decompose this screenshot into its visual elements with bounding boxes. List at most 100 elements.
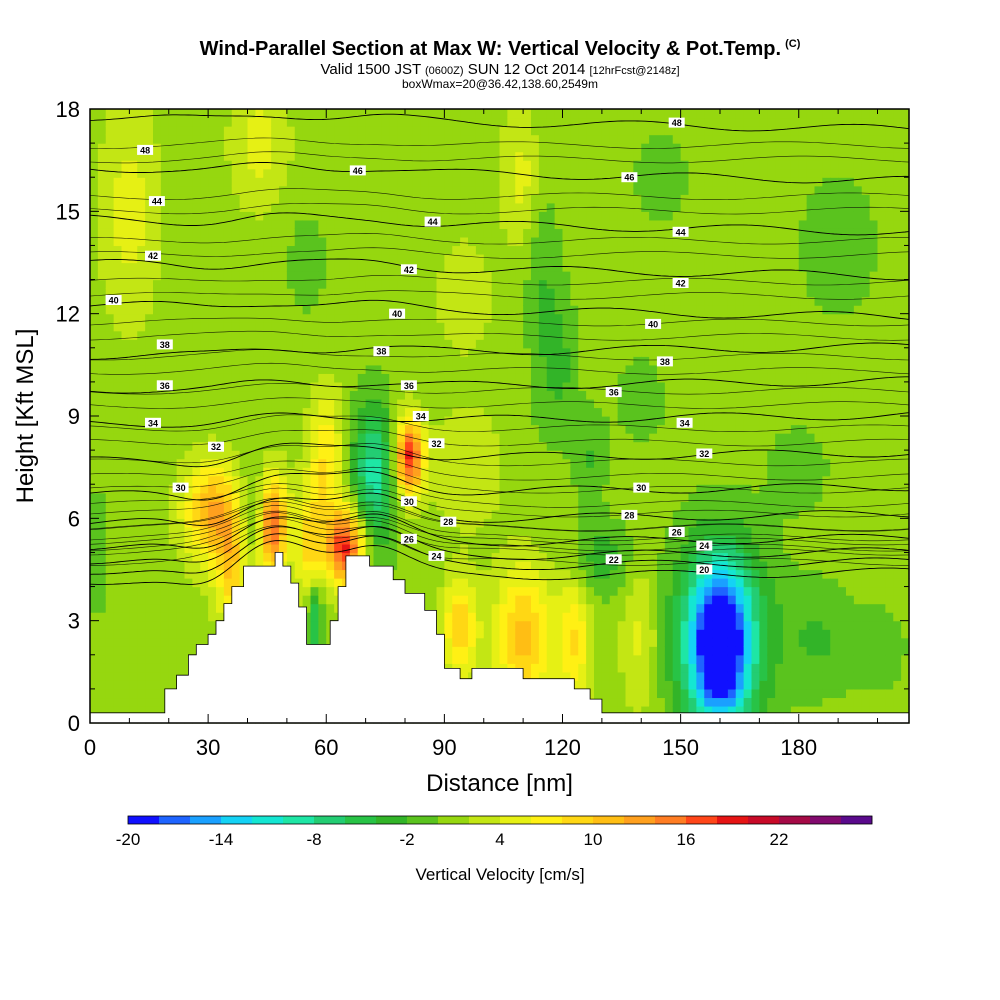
velocity-cell <box>357 305 367 315</box>
velocity-cell <box>389 245 398 255</box>
velocity-cell <box>153 219 162 229</box>
velocity-cell <box>570 629 579 639</box>
velocity-cell <box>223 262 233 272</box>
velocity-cell <box>499 296 508 306</box>
velocity-cell <box>483 586 493 596</box>
velocity-cell <box>247 262 256 272</box>
velocity-cell <box>491 381 501 392</box>
velocity-cell <box>294 160 304 170</box>
velocity-cell <box>239 373 249 383</box>
velocity-cell <box>460 305 469 315</box>
velocity-cell <box>562 578 571 588</box>
velocity-cell <box>129 185 138 195</box>
velocity-cell <box>231 219 241 229</box>
velocity-cell <box>507 373 516 383</box>
velocity-cell <box>428 271 438 281</box>
velocity-cell <box>153 663 162 673</box>
velocity-cell <box>397 441 406 451</box>
velocity-cell <box>381 356 390 366</box>
velocity-cell <box>302 492 312 502</box>
velocity-cell <box>137 535 146 545</box>
velocity-cell <box>255 305 264 315</box>
velocity-cell <box>625 629 634 639</box>
velocity-cell <box>420 458 430 468</box>
velocity-cell <box>594 245 603 255</box>
velocity-cell <box>223 194 233 204</box>
velocity-cell <box>97 416 107 426</box>
velocity-cell <box>271 390 280 400</box>
velocity-cell <box>601 126 611 136</box>
velocity-cell <box>554 364 564 374</box>
velocity-cell <box>491 441 501 451</box>
velocity-cell <box>491 228 501 238</box>
velocity-cell <box>594 151 603 161</box>
velocity-cell <box>192 134 201 144</box>
velocity-cell <box>176 126 186 136</box>
velocity-cell <box>168 620 178 630</box>
velocity-cell <box>279 143 288 153</box>
velocity-cell <box>570 569 579 579</box>
velocity-cell <box>475 407 485 417</box>
velocity-cell <box>121 296 130 306</box>
velocity-cell <box>578 501 587 511</box>
velocity-cell <box>499 629 508 639</box>
velocity-cell <box>475 202 485 212</box>
velocity-cell <box>420 194 430 204</box>
velocity-cell <box>129 271 138 281</box>
velocity-cell <box>97 373 107 383</box>
velocity-cell <box>200 347 209 357</box>
velocity-cell <box>286 560 296 571</box>
velocity-cell <box>113 595 123 605</box>
velocity-cell <box>554 185 564 195</box>
velocity-cell <box>105 552 115 562</box>
velocity-cell <box>625 526 634 536</box>
velocity-cell <box>192 151 201 161</box>
velocity-cell <box>601 492 611 502</box>
velocity-cell <box>578 552 587 562</box>
velocity-cell <box>483 578 493 588</box>
velocity-cell <box>617 535 627 545</box>
velocity-cell <box>483 151 493 161</box>
velocity-cell <box>326 390 335 400</box>
velocity-cell <box>121 398 130 409</box>
velocity-cell <box>468 134 477 144</box>
velocity-cell <box>121 143 130 153</box>
velocity-cell <box>121 663 130 673</box>
velocity-cell <box>617 705 627 716</box>
velocity-cell <box>105 390 115 400</box>
velocity-cell <box>97 160 107 170</box>
velocity-cell <box>357 236 367 247</box>
velocity-cell <box>137 569 146 579</box>
velocity-cell <box>97 603 107 613</box>
velocity-cell <box>546 424 556 434</box>
velocity-cell <box>223 560 233 571</box>
velocity-cell <box>113 501 123 511</box>
velocity-cell <box>420 373 430 383</box>
velocity-cell <box>223 364 233 374</box>
velocity-cell <box>208 236 217 247</box>
velocity-cell <box>531 347 540 357</box>
velocity-cell <box>594 492 603 502</box>
velocity-cell <box>310 202 319 212</box>
velocity-cell <box>546 322 556 332</box>
velocity-cell <box>160 484 170 494</box>
velocity-cell <box>625 398 634 409</box>
velocity-cell <box>90 654 99 664</box>
velocity-cell <box>113 663 123 673</box>
velocity-cell <box>412 194 422 204</box>
velocity-cell <box>373 313 382 323</box>
velocity-cell <box>208 398 217 409</box>
velocity-cell <box>263 373 272 383</box>
velocity-cell <box>578 313 587 323</box>
velocity-cell <box>554 509 564 519</box>
velocity-cell <box>310 475 319 485</box>
velocity-cell <box>145 620 154 630</box>
velocity-cell <box>365 151 375 161</box>
velocity-cell <box>326 586 335 596</box>
velocity-cell <box>239 219 249 229</box>
velocity-cell <box>594 330 603 340</box>
velocity-cell <box>389 381 398 392</box>
velocity-cell <box>444 296 453 306</box>
velocity-cell <box>373 450 382 460</box>
velocity-cell <box>601 595 611 605</box>
